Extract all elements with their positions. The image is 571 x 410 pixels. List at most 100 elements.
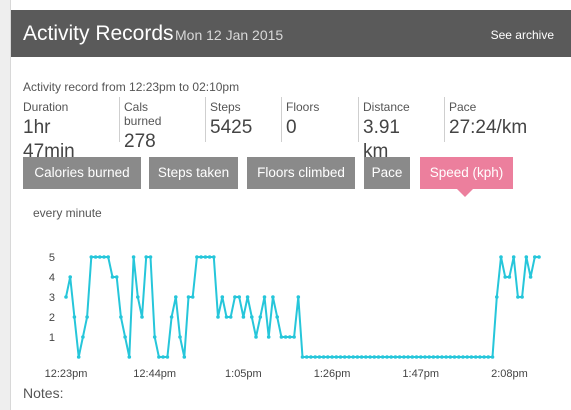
data-point[interactable]	[136, 295, 140, 299]
data-point[interactable]	[490, 355, 495, 359]
data-point[interactable]	[169, 315, 174, 319]
data-point[interactable]	[228, 315, 233, 319]
data-point[interactable]	[119, 315, 123, 319]
data-point[interactable]	[81, 335, 85, 339]
tab-steps-taken[interactable]: Steps taken	[149, 157, 238, 189]
data-point[interactable]	[199, 255, 203, 259]
data-point[interactable]	[452, 355, 457, 359]
data-point[interactable]	[355, 355, 360, 359]
data-point[interactable]	[393, 355, 398, 359]
data-point[interactable]	[262, 295, 267, 299]
data-point[interactable]	[245, 295, 250, 299]
tab-speed[interactable]: Speed (kph)	[420, 157, 513, 189]
data-point[interactable]	[148, 255, 153, 259]
data-point[interactable]	[68, 275, 72, 279]
tab-calories-burned[interactable]: Calories burned	[23, 157, 141, 189]
data-point[interactable]	[448, 355, 453, 359]
data-point[interactable]	[220, 295, 225, 299]
data-point[interactable]	[419, 355, 423, 359]
data-point[interactable]	[511, 255, 516, 259]
data-point[interactable]	[342, 355, 347, 359]
data-point[interactable]	[212, 255, 216, 259]
data-point[interactable]	[528, 275, 533, 279]
data-point[interactable]	[380, 355, 385, 359]
data-point[interactable]	[524, 255, 529, 259]
data-point[interactable]	[507, 275, 512, 279]
data-point[interactable]	[190, 295, 195, 299]
data-point[interactable]	[72, 315, 77, 319]
data-point[interactable]	[427, 355, 432, 359]
data-point[interactable]	[106, 255, 110, 259]
data-point[interactable]	[123, 335, 127, 339]
data-point[interactable]	[195, 255, 199, 259]
data-point[interactable]	[326, 355, 330, 359]
data-point[interactable]	[89, 255, 94, 259]
data-point[interactable]	[482, 355, 486, 359]
data-point[interactable]	[85, 315, 89, 319]
data-point[interactable]	[397, 355, 402, 359]
data-point[interactable]	[250, 315, 254, 319]
data-point[interactable]	[410, 355, 415, 359]
data-point[interactable]	[440, 355, 444, 359]
data-point[interactable]	[254, 335, 258, 339]
data-point[interactable]	[76, 355, 81, 359]
data-point[interactable]	[533, 255, 537, 259]
data-point[interactable]	[402, 355, 406, 359]
data-point[interactable]	[300, 355, 305, 359]
data-point[interactable]	[114, 275, 119, 279]
tab-pace[interactable]: Pace	[364, 157, 410, 189]
data-point[interactable]	[216, 315, 220, 319]
data-point[interactable]	[537, 255, 541, 259]
data-point[interactable]	[351, 355, 356, 359]
data-point[interactable]	[237, 295, 241, 299]
data-point[interactable]	[292, 335, 296, 339]
data-point[interactable]	[321, 355, 326, 359]
data-point[interactable]	[288, 335, 292, 339]
data-point[interactable]	[110, 275, 115, 279]
data-point[interactable]	[131, 255, 136, 259]
data-point[interactable]	[385, 355, 389, 359]
data-point[interactable]	[461, 355, 465, 359]
data-point[interactable]	[144, 255, 148, 259]
data-point[interactable]	[203, 255, 208, 259]
data-point[interactable]	[338, 355, 343, 359]
data-point[interactable]	[499, 255, 503, 259]
data-point[interactable]	[372, 355, 377, 359]
data-point[interactable]	[423, 355, 427, 359]
data-point[interactable]	[368, 355, 372, 359]
data-point[interactable]	[334, 355, 339, 359]
data-point[interactable]	[152, 335, 157, 339]
data-point[interactable]	[157, 355, 161, 359]
data-point[interactable]	[406, 355, 410, 359]
data-point[interactable]	[495, 295, 499, 299]
data-point[interactable]	[64, 295, 68, 299]
data-point[interactable]	[431, 355, 436, 359]
data-point[interactable]	[93, 255, 98, 259]
data-point[interactable]	[233, 295, 237, 299]
data-point[interactable]	[224, 315, 229, 319]
data-point[interactable]	[520, 295, 524, 299]
data-point[interactable]	[140, 315, 144, 319]
data-point[interactable]	[258, 315, 263, 319]
data-point[interactable]	[330, 355, 334, 359]
data-point[interactable]	[486, 355, 491, 359]
data-point[interactable]	[414, 355, 419, 359]
data-point[interactable]	[182, 355, 187, 359]
data-point[interactable]	[165, 355, 170, 359]
data-point[interactable]	[457, 355, 461, 359]
data-point[interactable]	[186, 295, 191, 299]
data-point[interactable]	[364, 355, 368, 359]
data-point[interactable]	[309, 355, 313, 359]
data-point[interactable]	[161, 355, 165, 359]
tab-floors-climbed[interactable]: Floors climbed	[247, 157, 355, 189]
data-point[interactable]	[296, 295, 301, 299]
data-point[interactable]	[444, 355, 448, 359]
data-point[interactable]	[359, 355, 364, 359]
data-point[interactable]	[127, 355, 132, 359]
data-point[interactable]	[266, 335, 271, 339]
data-point[interactable]	[473, 355, 478, 359]
data-point[interactable]	[102, 255, 106, 259]
data-point[interactable]	[279, 335, 284, 339]
data-point[interactable]	[98, 255, 102, 259]
data-point[interactable]	[241, 315, 246, 319]
